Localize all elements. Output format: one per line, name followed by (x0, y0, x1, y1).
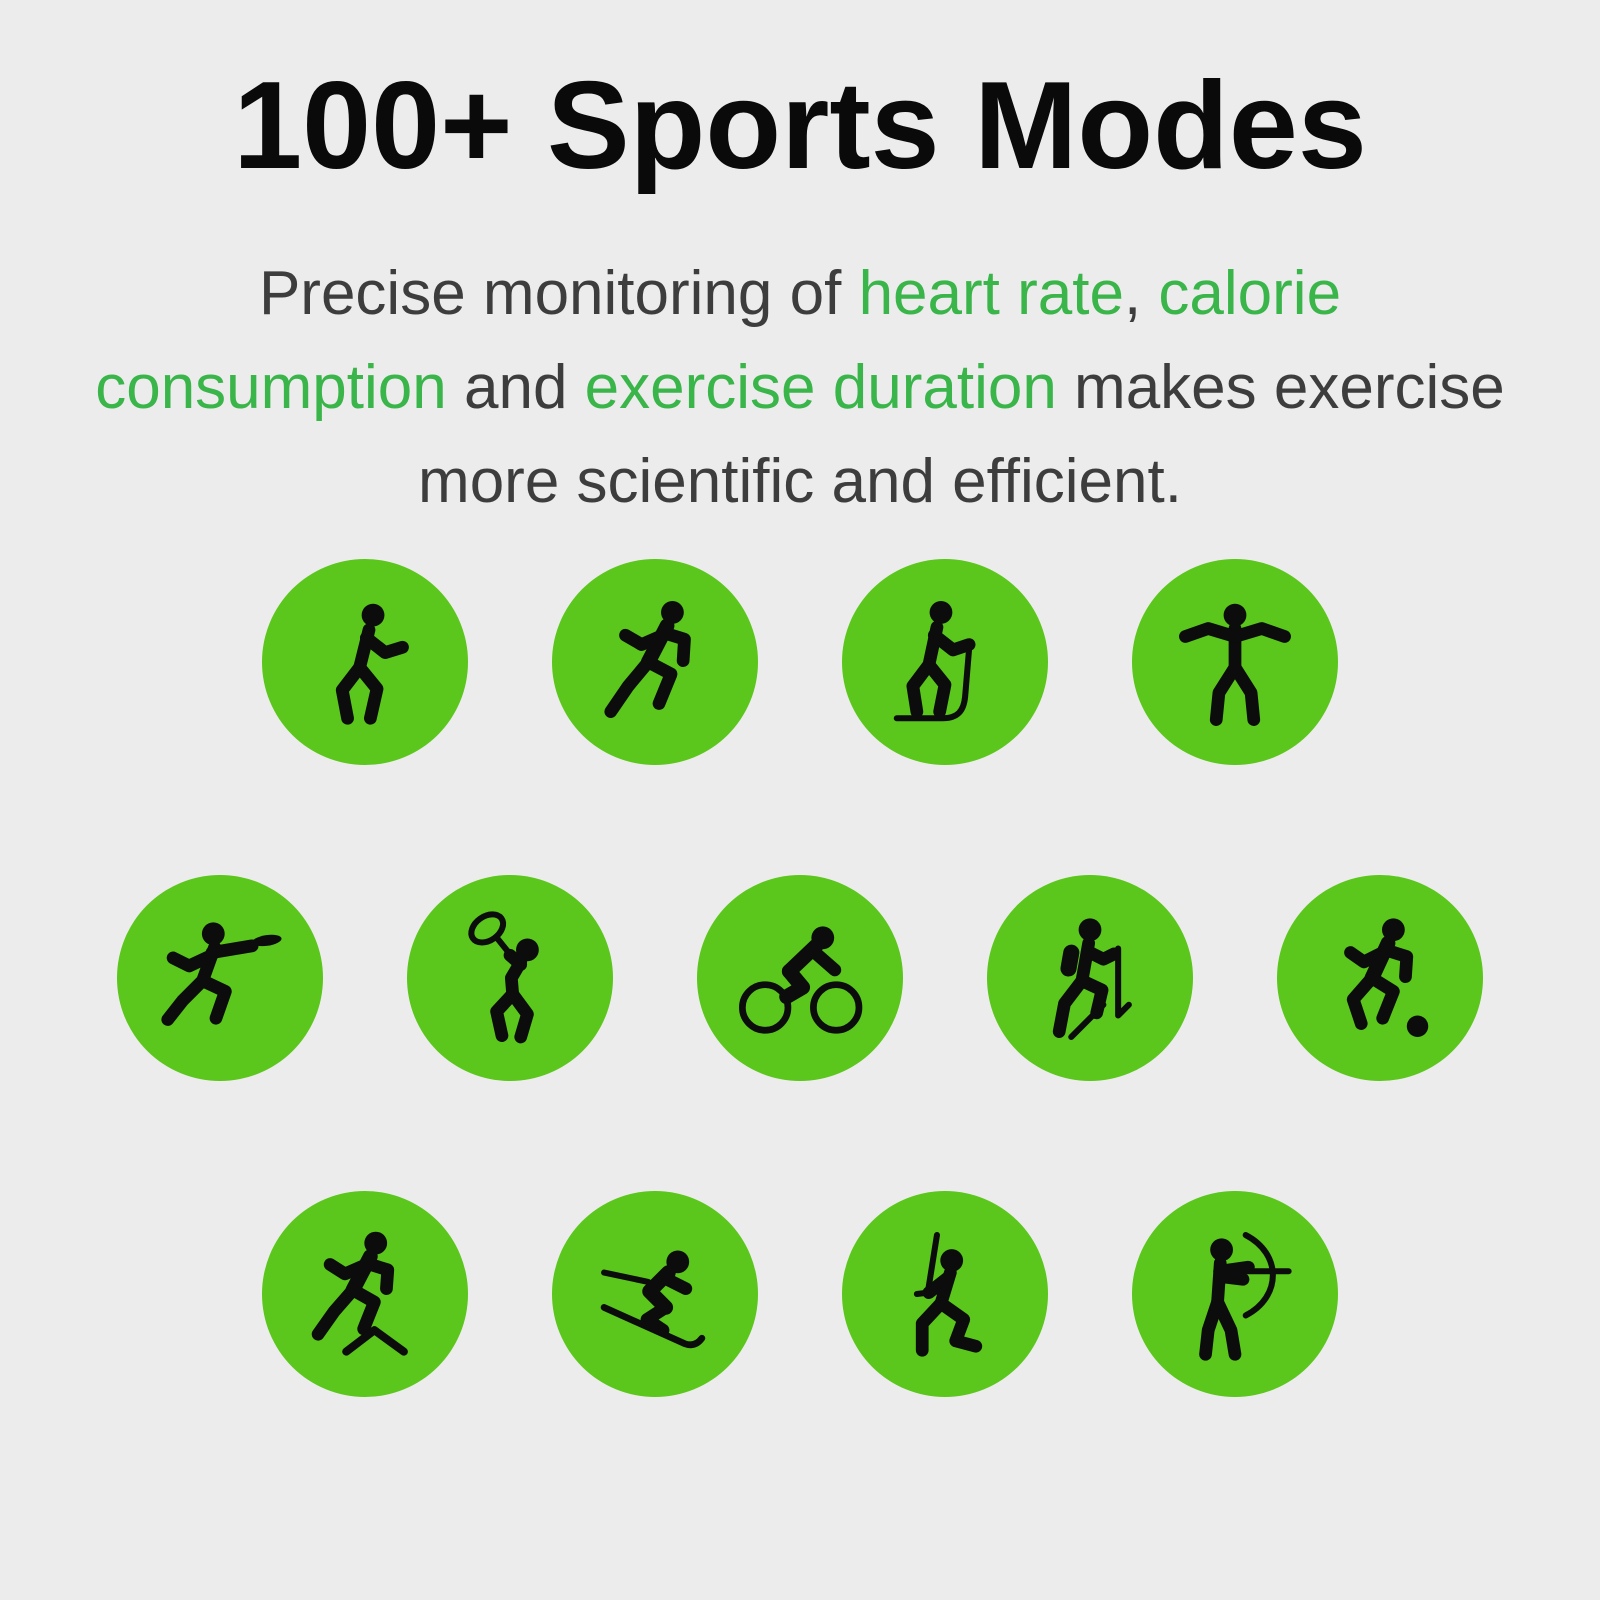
treadmill-icon (893, 600, 976, 722)
sport-circle-fencing (842, 1190, 1048, 1397)
freestyle-icon (1179, 603, 1291, 726)
text-segment: and (446, 352, 585, 422)
sport-circle-skiing (552, 1190, 758, 1397)
sports-row-3 (262, 1190, 1338, 1397)
text-segment: makes exercise (1056, 352, 1505, 422)
text-segment: , (1123, 258, 1159, 328)
sport-circle-running (552, 558, 758, 765)
sport-circle-hurdles (262, 1190, 468, 1397)
sport-circle-hiking (987, 874, 1193, 1081)
sport-circle-freestyle (1132, 558, 1338, 765)
description-line-2: consumption and exercise duration makes … (20, 341, 1580, 435)
sport-circle-archery (1132, 1190, 1338, 1397)
sport-circle-cycling (697, 874, 903, 1081)
running-icon (604, 600, 691, 718)
description-line-3: more scientific and efficient. (20, 435, 1580, 529)
text-segment: more scientific and efficient. (418, 446, 1182, 516)
frisbee-icon (161, 922, 282, 1026)
sport-circle-treadmill (842, 558, 1048, 765)
text-segment-highlight: consumption (95, 352, 447, 422)
sports-row-1 (262, 558, 1338, 765)
tennis-icon (468, 911, 539, 1044)
sports-row-2 (117, 874, 1483, 1081)
sport-circle-tennis (407, 874, 613, 1081)
hurdles-icon (311, 1231, 408, 1356)
text-segment: Precise monitoring of (258, 258, 859, 328)
text-segment-highlight: exercise duration (584, 352, 1057, 422)
fencing-icon (913, 1231, 983, 1357)
text-segment-highlight: heart rate (858, 258, 1124, 328)
skiing-icon (600, 1250, 706, 1348)
sport-circle-walking (262, 558, 468, 765)
description-line-1: Precise monitoring of heart rate, calori… (20, 247, 1580, 341)
cycling-icon (739, 926, 863, 1034)
sport-circle-soccer (1277, 874, 1483, 1081)
soccer-icon (1344, 918, 1429, 1037)
sports-grid (0, 558, 1600, 1397)
description: Precise monitoring of heart rate, calori… (20, 247, 1580, 529)
walking-icon (335, 603, 409, 725)
sport-circle-frisbee (117, 874, 323, 1081)
archery-icon (1199, 1231, 1292, 1361)
text-segment-highlight: calorie (1158, 258, 1342, 328)
hiking-icon (1052, 918, 1132, 1040)
page-title: 100+ Sports Modes (233, 57, 1367, 195)
